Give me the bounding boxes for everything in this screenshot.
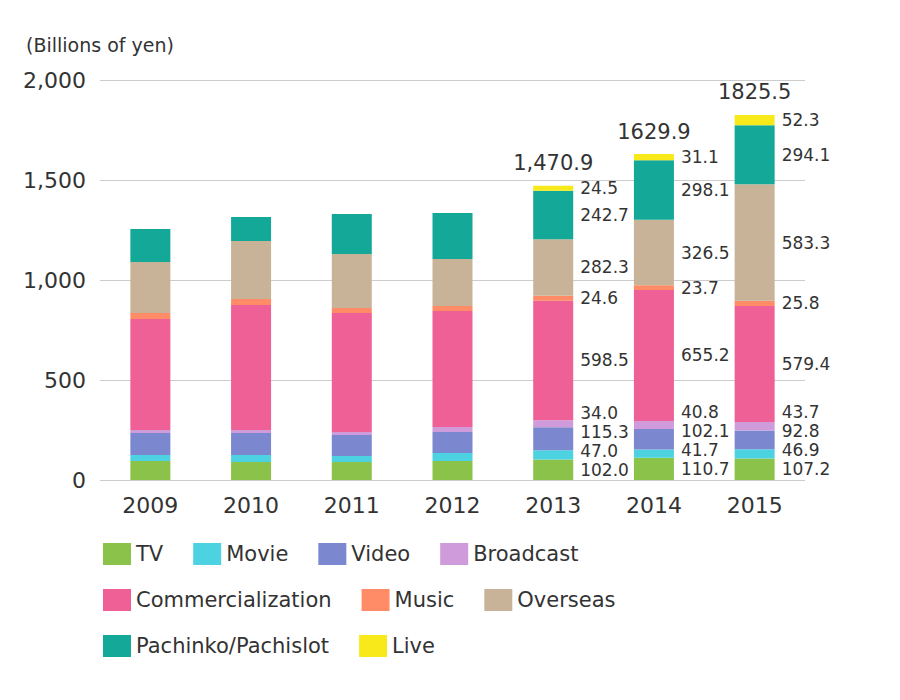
svg-text:102.1: 102.1 (681, 421, 730, 441)
svg-text:1,470.9: 1,470.9 (513, 151, 593, 175)
svg-text:115.3: 115.3 (580, 422, 629, 442)
svg-text:500: 500 (44, 368, 86, 393)
svg-text:Commercialization: Commercialization (136, 588, 332, 612)
svg-text:34.0: 34.0 (580, 403, 618, 423)
svg-text:Movie: Movie (226, 542, 288, 566)
svg-text:47.0: 47.0 (580, 441, 618, 461)
svg-text:24.6: 24.6 (580, 288, 618, 308)
svg-text:1,000: 1,000 (23, 268, 86, 293)
svg-text:92.8: 92.8 (782, 421, 820, 441)
svg-text:583.3: 583.3 (782, 233, 831, 253)
svg-text:1629.9: 1629.9 (617, 120, 690, 144)
svg-text:24.5: 24.5 (580, 178, 618, 198)
svg-text:0: 0 (72, 468, 86, 493)
svg-text:(Billions of yen): (Billions of yen) (26, 34, 174, 56)
svg-text:Live: Live (392, 634, 435, 658)
svg-text:Overseas: Overseas (517, 588, 615, 612)
svg-text:110.7: 110.7 (681, 459, 730, 479)
svg-text:2011: 2011 (324, 493, 380, 518)
svg-text:Music: Music (395, 588, 455, 612)
svg-text:242.7: 242.7 (580, 205, 629, 225)
svg-text:102.0: 102.0 (580, 460, 629, 480)
svg-text:107.2: 107.2 (782, 459, 831, 479)
svg-text:294.1: 294.1 (782, 145, 831, 165)
svg-text:1,500: 1,500 (23, 168, 86, 193)
svg-text:298.1: 298.1 (681, 180, 730, 200)
svg-text:43.7: 43.7 (782, 402, 820, 422)
svg-text:25.8: 25.8 (782, 293, 820, 313)
svg-text:TV: TV (135, 542, 164, 566)
svg-text:1825.5: 1825.5 (718, 80, 791, 104)
svg-text:2,000: 2,000 (23, 68, 86, 93)
svg-text:Video: Video (351, 542, 410, 566)
svg-text:46.9: 46.9 (782, 440, 820, 460)
svg-text:579.4: 579.4 (782, 354, 831, 374)
svg-text:2015: 2015 (727, 493, 783, 518)
svg-text:326.5: 326.5 (681, 243, 730, 263)
svg-text:598.5: 598.5 (580, 350, 629, 370)
svg-text:2010: 2010 (223, 493, 279, 518)
svg-text:2013: 2013 (525, 493, 581, 518)
svg-text:52.3: 52.3 (782, 110, 820, 130)
svg-text:655.2: 655.2 (681, 345, 730, 365)
svg-text:41.7: 41.7 (681, 440, 719, 460)
svg-text:2009: 2009 (122, 493, 178, 518)
svg-text:Pachinko/Pachislot: Pachinko/Pachislot (136, 634, 329, 658)
svg-text:282.3: 282.3 (580, 257, 629, 277)
svg-text:2012: 2012 (425, 493, 481, 518)
svg-text:2014: 2014 (626, 493, 682, 518)
svg-text:Broadcast: Broadcast (473, 542, 578, 566)
svg-text:40.8: 40.8 (681, 402, 719, 422)
svg-text:31.1: 31.1 (681, 147, 719, 167)
svg-text:23.7: 23.7 (681, 278, 719, 298)
